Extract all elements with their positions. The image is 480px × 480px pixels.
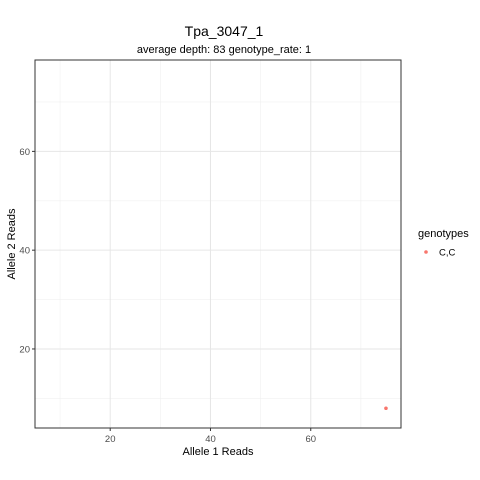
x-tick-label: 60 [305,434,316,445]
y-axis-label: Allele 2 Reads [6,208,18,279]
y-tick-label: 20 [19,344,30,355]
data-point [384,406,388,410]
chart-subtitle: average depth: 83 genotype_rate: 1 [137,44,311,56]
x-tick-label: 40 [205,434,216,445]
data-points [384,406,388,410]
chart-title: Tpa_3047_1 [185,23,264,39]
y-tick-label: 60 [19,147,30,158]
legend-label: C,C [439,248,456,259]
legend-title: genotypes [418,228,469,240]
legend-key [424,250,428,254]
x-tick-label: 20 [105,434,116,445]
y-tick-label: 40 [19,246,30,257]
plot-panel [35,60,401,428]
x-axis-label: Allele 1 Reads [183,446,254,458]
